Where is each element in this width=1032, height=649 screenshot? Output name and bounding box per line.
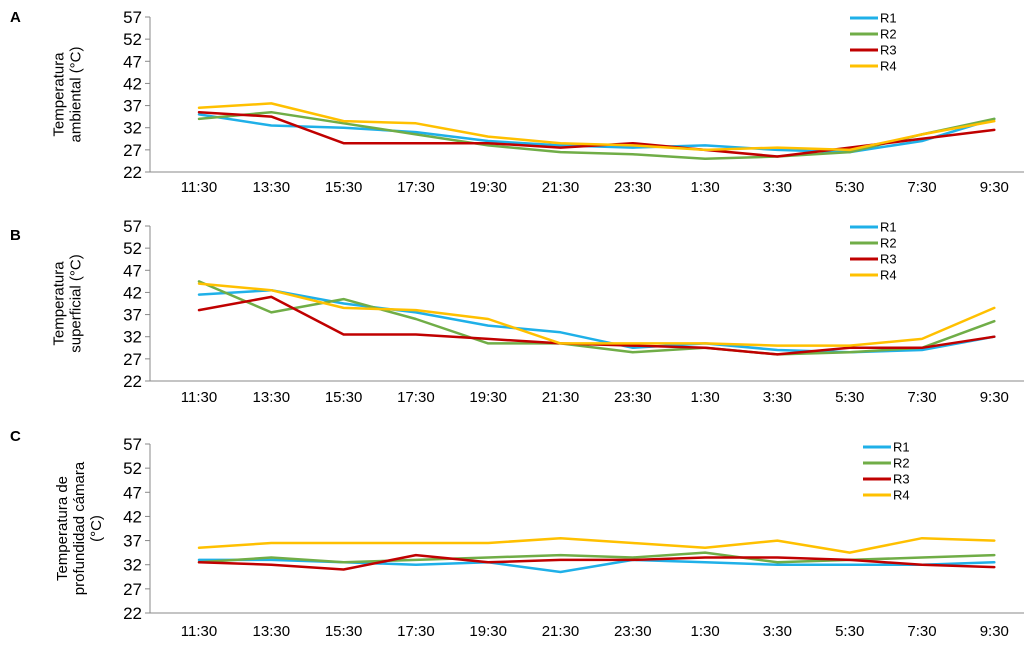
x-tick-label: 23:30: [614, 179, 652, 196]
x-tick-label: 15:30: [325, 623, 363, 640]
legend-label-r2: R2: [880, 27, 897, 42]
x-tick-label: 1:30: [690, 179, 719, 196]
y-tick-label: 32: [123, 119, 142, 138]
x-tick-label: 17:30: [397, 623, 435, 640]
x-tick-label: 19:30: [469, 179, 507, 196]
chart-panel-a: A Temperaturaambiental (°C) 22 27 32 37 42 47 52…: [10, 8, 1024, 196]
x-tick-label: 9:30: [980, 389, 1009, 406]
x-tick-label: 1:30: [690, 623, 719, 640]
panel-letter: B: [10, 227, 21, 244]
chart-panel-c: C Temperatura deprofundidad cámara(°C) 22 2…: [10, 428, 1024, 640]
y-tick-label: 47: [123, 483, 142, 502]
y-axis-label-line: superficial (°C): [68, 254, 85, 353]
legend-label-r1: R1: [893, 440, 910, 455]
y-tick-label: 52: [123, 239, 142, 258]
y-tick-label: 52: [123, 30, 142, 49]
x-tick-label: 3:30: [763, 179, 792, 196]
y-tick-label: 32: [123, 328, 142, 347]
y-tick-label: 22: [123, 163, 142, 182]
x-tick-label: 13:30: [253, 623, 291, 640]
y-tick-label: 52: [123, 459, 142, 478]
x-tick-label: 23:30: [614, 623, 652, 640]
y-axis-label: Temperaturaambiental (°C): [51, 46, 85, 142]
y-axis-label-line: profundidad cámara: [71, 461, 88, 595]
y-tick-label: 22: [123, 604, 142, 623]
x-tick-label: 5:30: [835, 623, 864, 640]
x-tick-label: 13:30: [253, 179, 291, 196]
y-tick-label: 27: [123, 141, 142, 160]
y-tick-label: 27: [123, 350, 142, 369]
x-tick-label: 15:30: [325, 389, 363, 406]
y-tick-label: 57: [123, 217, 142, 236]
legend-label-r3: R3: [880, 43, 897, 58]
x-tick-label: 5:30: [835, 389, 864, 406]
y-tick-label: 47: [123, 52, 142, 71]
series-line-r2: [197, 280, 996, 356]
x-tick-label: 7:30: [907, 623, 936, 640]
legend-label-r2: R2: [893, 456, 910, 471]
x-tick-label: 21:30: [542, 623, 580, 640]
y-axis-label: Temperaturasuperficial (°C): [51, 254, 85, 353]
x-tick-label: 3:30: [763, 623, 792, 640]
legend-label-r4: R4: [893, 488, 910, 503]
series-line-r4: [197, 536, 996, 554]
series-line-r4: [197, 282, 996, 347]
y-tick-label: 47: [123, 261, 142, 280]
chart-panel-b: B Temperaturasuperficial (°C) 22 27 32 37 42 47…: [10, 217, 1024, 406]
x-tick-label: 11:30: [181, 179, 217, 196]
legend-label-r4: R4: [880, 59, 897, 74]
y-axis-label-line: Temperatura: [51, 52, 68, 137]
x-tick-label: 3:30: [763, 389, 792, 406]
x-tick-label: 11:30: [181, 623, 217, 640]
x-tick-label: 7:30: [907, 179, 936, 196]
y-tick-label: 42: [123, 507, 142, 526]
y-tick-label: 42: [123, 74, 142, 93]
y-axis-label-line: ambiental (°C): [68, 46, 85, 142]
x-tick-label: 19:30: [469, 623, 507, 640]
y-axis-label-line: Temperatura de: [54, 476, 71, 581]
x-tick-label: 9:30: [980, 623, 1009, 640]
x-tick-label: 1:30: [690, 389, 719, 406]
x-tick-label: 21:30: [542, 389, 580, 406]
x-tick-label: 23:30: [614, 389, 652, 406]
legend-label-r1: R1: [880, 11, 897, 26]
x-tick-label: 15:30: [325, 179, 363, 196]
x-tick-label: 11:30: [181, 389, 217, 406]
panel-letter: A: [10, 9, 21, 26]
y-tick-label: 37: [123, 532, 142, 551]
series-line-r3: [197, 295, 996, 356]
series-line-r4: [197, 102, 996, 152]
y-axis-label: Temperatura deprofundidad cámara(°C): [54, 461, 105, 595]
y-tick-label: 22: [123, 372, 142, 391]
y-tick-label: 57: [123, 8, 142, 27]
x-tick-label: 7:30: [907, 389, 936, 406]
x-tick-label: 21:30: [542, 179, 580, 196]
legend-label-r2: R2: [880, 236, 897, 251]
x-tick-label: 9:30: [980, 179, 1009, 196]
series-line-r3: [197, 553, 996, 571]
y-tick-label: 42: [123, 283, 142, 302]
x-tick-label: 5:30: [835, 179, 864, 196]
y-tick-label: 37: [123, 306, 142, 325]
series-line-r2: [197, 110, 996, 160]
panel-letter: C: [10, 428, 21, 445]
y-axis-label-line: (°C): [88, 515, 105, 542]
y-tick-label: 57: [123, 435, 142, 454]
x-tick-label: 17:30: [397, 389, 435, 406]
x-tick-label: 19:30: [469, 389, 507, 406]
legend-label-r3: R3: [880, 252, 897, 267]
x-tick-label: 17:30: [397, 179, 435, 196]
legend-label-r1: R1: [880, 220, 897, 235]
y-axis-label-line: Temperatura: [51, 261, 68, 346]
x-tick-label: 13:30: [253, 389, 291, 406]
y-tick-label: 27: [123, 580, 142, 599]
legend-label-r4: R4: [880, 268, 897, 283]
y-tick-label: 37: [123, 97, 142, 116]
legend-label-r3: R3: [893, 472, 910, 487]
y-tick-label: 32: [123, 556, 142, 575]
